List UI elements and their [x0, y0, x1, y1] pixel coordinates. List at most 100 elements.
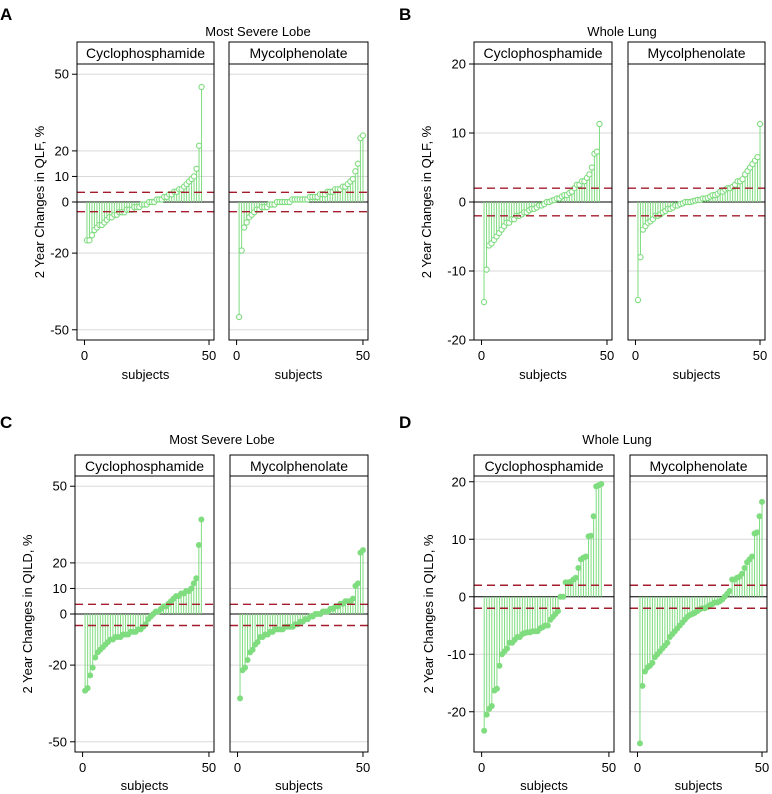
data-point — [92, 654, 99, 661]
data-point — [354, 160, 362, 167]
data-point — [504, 645, 511, 652]
y-tick-label: 50 — [55, 67, 69, 82]
data-point — [84, 685, 91, 692]
x-tick-label: 50 — [602, 760, 616, 775]
data-point — [637, 254, 644, 261]
panel-B: B Whole Lung 2 Year Changes in QLF, % -20 -1… — [399, 5, 767, 382]
data-point — [496, 662, 503, 669]
strip-label: Cyclophosphamide — [85, 458, 204, 474]
y-tick-label: -20 — [48, 658, 67, 673]
data-point — [480, 298, 488, 306]
facet-mycolphenolate: Mycolphenolate 0 50 subjects — [627, 41, 767, 382]
data-point — [198, 83, 205, 91]
data-point — [359, 547, 366, 554]
x-tick-label: 50 — [356, 760, 370, 775]
data-point — [756, 120, 764, 128]
data-point — [739, 570, 746, 577]
data-point — [249, 646, 256, 653]
data-point — [242, 664, 249, 671]
facet-mycolphenolate: Mycolphenolate 0 50 subjects — [229, 454, 370, 793]
x-axis-label: subjects — [275, 367, 323, 382]
x-axis-label: subjects — [121, 778, 169, 793]
facet-frame — [473, 41, 613, 341]
strip-label: Mycolphenolate — [250, 458, 348, 474]
panel-title: Most Severe Lobe — [169, 432, 275, 447]
data-point — [583, 553, 589, 560]
data-point — [756, 513, 763, 520]
facet-frame — [228, 41, 369, 341]
data-point — [639, 682, 646, 689]
data-point — [598, 481, 605, 488]
y-tick-label: 0 — [62, 195, 69, 210]
x-tick-label: 50 — [356, 348, 370, 363]
data-point — [481, 727, 488, 734]
data-point — [193, 165, 200, 172]
x-axis-label: subjects — [519, 367, 567, 382]
x-axis-label: subjects — [122, 367, 170, 382]
facet-mycolphenolate: Mycolphenolate 0 50 subjects — [629, 454, 769, 793]
panel-label: D — [399, 413, 411, 432]
strip-label: Cyclophosphamide — [484, 458, 603, 474]
data-point — [636, 740, 643, 747]
data-point — [188, 585, 195, 592]
facet-cyclophosphamide: Cyclophosphamide 0 50 subjects — [76, 41, 216, 382]
data-point — [544, 622, 551, 629]
data-point — [198, 516, 205, 523]
data-point — [237, 695, 244, 702]
y-tick-label: -50 — [50, 322, 69, 337]
y-tick-label: -20 — [50, 246, 69, 261]
x-axis-label: subjects — [673, 367, 721, 382]
x-tick-label: 50 — [600, 348, 614, 363]
x-tick-label: 0 — [233, 348, 240, 363]
data-point — [142, 621, 149, 628]
data-point — [649, 659, 656, 666]
y-tick-label: -20 — [447, 704, 466, 719]
x-tick-label: 0 — [632, 348, 639, 363]
x-axis-label: subjects — [275, 778, 323, 793]
data-point — [359, 132, 367, 139]
data-point — [349, 175, 356, 183]
panel-D: D Whole Lung 2 Year Changes in QILD, % -20 -… — [399, 413, 769, 793]
data-point — [754, 153, 761, 161]
facet-frame — [74, 454, 215, 753]
x-tick-label: 50 — [755, 760, 769, 775]
strip-label: Mycolphenolate — [647, 45, 745, 61]
panel-title: Whole Lung — [587, 24, 656, 39]
panel-label: B — [399, 5, 411, 24]
data-point — [759, 498, 766, 505]
data-point — [596, 120, 603, 128]
data-point — [243, 219, 250, 226]
x-tick-label: 0 — [478, 760, 485, 775]
x-tick-label: 50 — [202, 760, 216, 775]
data-point — [244, 657, 251, 663]
strip-label: Mycolphenolate — [649, 458, 747, 474]
y-axis-label: 2 Year Changes in QILD, % — [20, 534, 35, 693]
y-tick-label: 10 — [452, 126, 466, 141]
data-point — [741, 565, 748, 571]
y-tick-label: 20 — [452, 474, 466, 489]
y-tick-label: 20 — [452, 57, 466, 72]
x-axis-label: subjects — [675, 778, 723, 793]
data-point — [749, 553, 756, 560]
data-point — [195, 542, 202, 548]
data-point — [190, 173, 198, 180]
data-point — [590, 513, 597, 520]
data-point — [488, 703, 495, 709]
data-point — [349, 595, 356, 602]
facet-frame — [629, 454, 768, 753]
y-tick-label: 10 — [53, 581, 67, 596]
y-tick-label: 0 — [60, 607, 67, 622]
data-point — [493, 685, 500, 692]
facet-frame — [473, 454, 615, 753]
panel-A: A Most Severe Lobe 2 Year Changes in QLF, … — [0, 5, 370, 382]
data-point — [190, 580, 197, 587]
data-point — [88, 232, 96, 239]
data-point — [254, 639, 261, 646]
y-axis-label: 2 Year Changes in QILD, % — [421, 534, 436, 693]
y-tick-label: -50 — [48, 734, 67, 749]
panel-C: C Most Severe Lobe 2 Year Changes in QILD,… — [0, 413, 370, 793]
facet-cyclophosphamide: Cyclophosphamide 0 50 subjects — [74, 454, 216, 793]
data-point — [664, 639, 671, 646]
data-point — [572, 574, 579, 581]
x-tick-label: 50 — [753, 348, 767, 363]
